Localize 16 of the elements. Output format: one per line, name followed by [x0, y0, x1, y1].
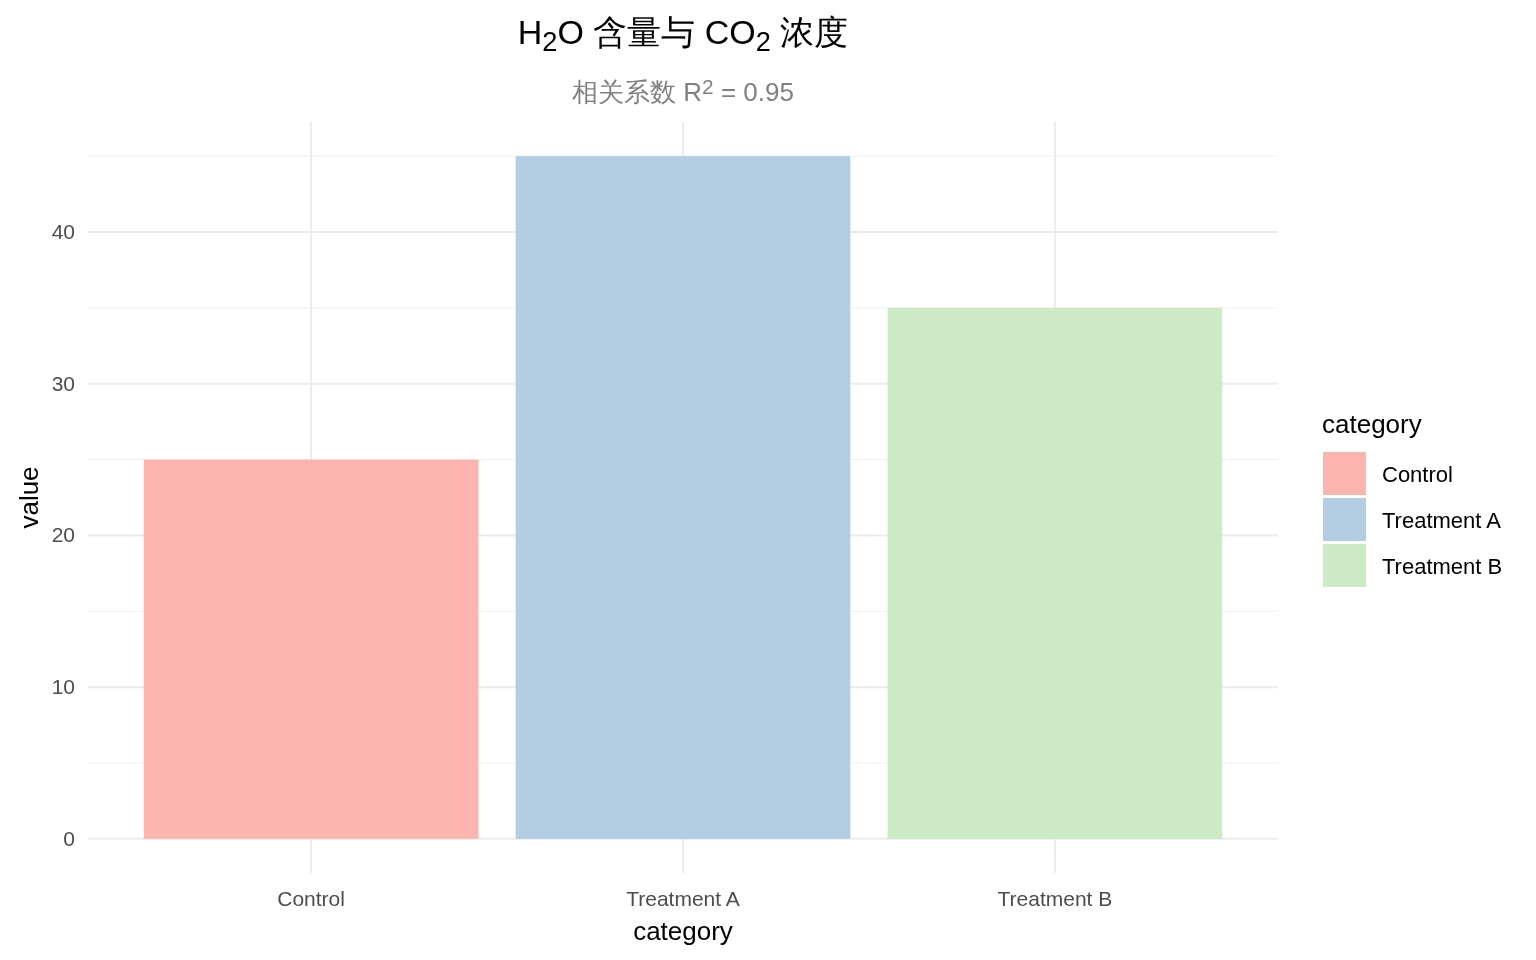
chart-title: H$_{2}$O 含量与 CO$_{2}$ 浓度 — [517, 13, 849, 57]
chart-subtitle: 相关系数 R$^{2}$ = 0.95 — [572, 74, 794, 107]
legend-label: Treatment A — [1382, 508, 1502, 533]
y-tick-label: 40 — [51, 219, 75, 243]
legend-label: Control — [1382, 462, 1453, 487]
y-tick-label: 30 — [51, 371, 75, 395]
legend-label: Treatment B — [1382, 554, 1503, 579]
y-tick-label: 20 — [51, 523, 75, 547]
y-tick-label: 10 — [51, 675, 75, 699]
y-axis-title: value — [14, 466, 44, 529]
x-tick-label: Treatment B — [997, 887, 1113, 910]
x-axis-title: category — [633, 916, 733, 946]
x-tick-label: Control — [277, 887, 345, 910]
legend-title: category — [1322, 409, 1422, 439]
x-tick-label: Treatment A — [626, 887, 740, 910]
y-tick-label: 0 — [63, 826, 75, 850]
